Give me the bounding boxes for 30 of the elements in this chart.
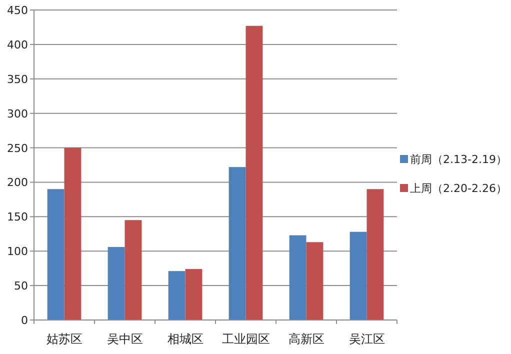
- y-tick-label: 450: [7, 4, 28, 17]
- bar: [228, 167, 246, 320]
- x-tick-label: 姑苏区: [46, 332, 82, 346]
- y-tick-label: 250: [7, 142, 28, 155]
- x-tick-label: 吴江区: [348, 332, 385, 346]
- bar: [289, 235, 306, 320]
- y-tick-label: 0: [21, 314, 28, 327]
- y-tick-label: 300: [7, 107, 28, 120]
- y-tick-label: 200: [7, 176, 28, 190]
- y-tick-label: 100: [7, 245, 28, 258]
- legend-label: 上周（2.20-2.26）: [410, 182, 507, 195]
- bar: [124, 220, 142, 320]
- bar: [246, 26, 263, 320]
- y-tick-label: 350: [7, 72, 28, 86]
- x-tick-label: 相城区: [167, 332, 204, 346]
- bar: [350, 232, 367, 320]
- bar: [366, 189, 384, 320]
- y-tick-label: 400: [7, 38, 28, 52]
- bar: [47, 189, 64, 320]
- bar: [64, 148, 82, 320]
- bar: [306, 242, 324, 320]
- bar: [185, 269, 202, 320]
- y-tick-label: 150: [7, 210, 28, 224]
- y-tick-label: 50: [14, 280, 28, 293]
- bar: [108, 246, 125, 320]
- x-tick-label: 工业园区: [222, 332, 270, 346]
- bar: [168, 271, 186, 320]
- x-tick-label: 高新区: [288, 332, 324, 346]
- legend-label: 前周（2.13-2.19）: [410, 153, 507, 166]
- x-tick-label: 吴中区: [106, 332, 143, 346]
